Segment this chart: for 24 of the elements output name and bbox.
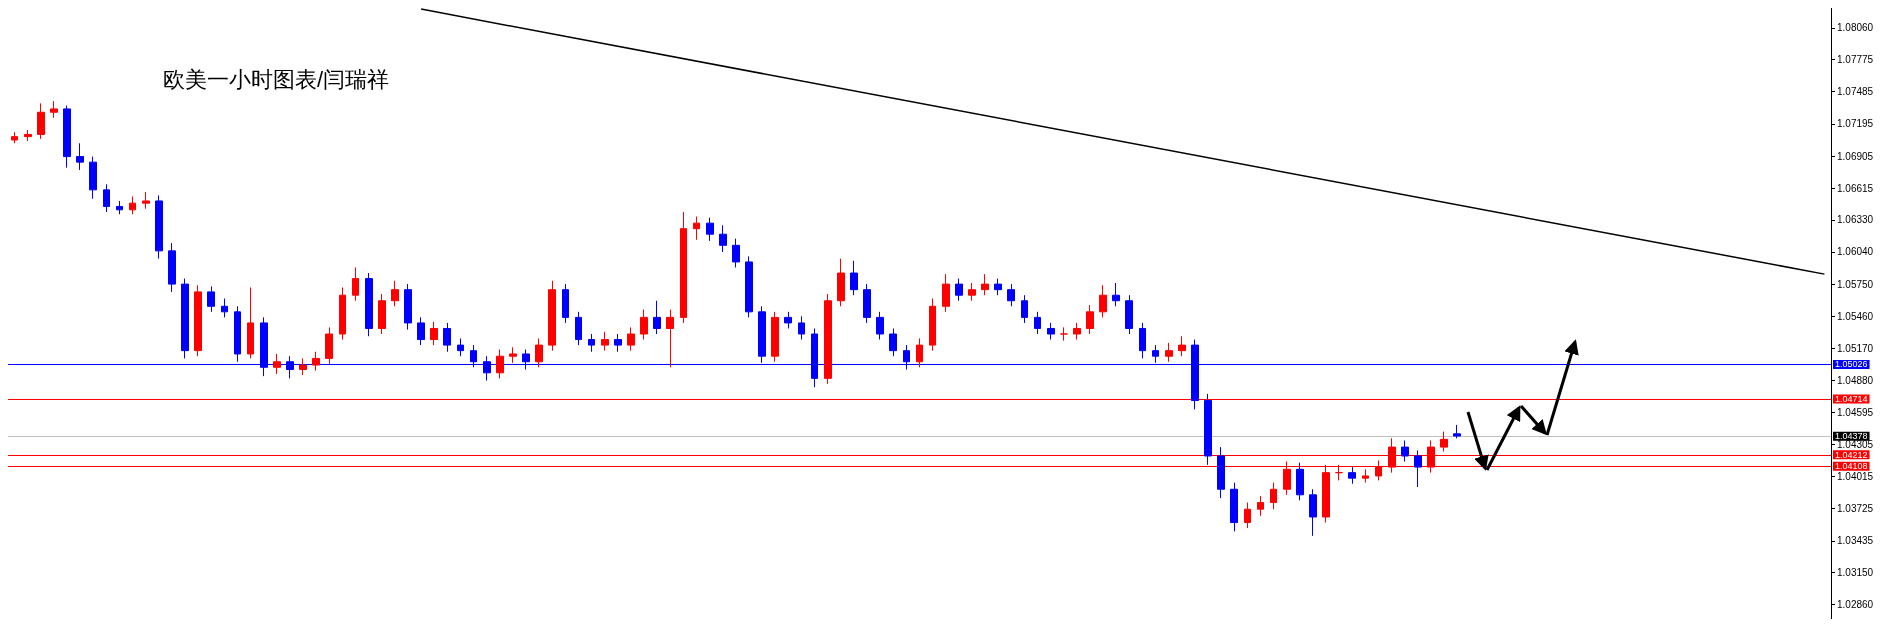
y-tick-label: 1.07775 [1837, 54, 1874, 66]
y-tick-label: 1.06040 [1837, 246, 1874, 258]
y-tick-label: 1.04595 [1837, 406, 1874, 418]
y-tick-label: 1.02860 [1837, 599, 1874, 611]
y-tick-label: 1.06615 [1837, 182, 1874, 194]
y-tick-label: 1.04015 [1837, 471, 1874, 483]
y-tick-label: 1.06330 [1837, 214, 1874, 226]
y-tick-label: 1.03435 [1837, 535, 1874, 547]
y-tick-label: 1.05750 [1837, 278, 1874, 290]
y-tick-label: 1.06905 [1837, 150, 1874, 162]
text: 欧美一小时图表/闫瑞祥 [163, 66, 390, 92]
ref-line-label: 1.04714 [1835, 394, 1868, 404]
y-tick-label: 1.04880 [1837, 375, 1874, 387]
y-tick-label: 1.07485 [1837, 86, 1874, 98]
ref-line-label: 1.05026 [1835, 359, 1868, 370]
y-tick-label: 1.08060 [1837, 22, 1874, 34]
ref-line-label: 1.04378 [1835, 431, 1868, 442]
y-tick-label: 1.03150 [1837, 566, 1874, 578]
y-tick-label: 1.05460 [1837, 310, 1874, 322]
ref-line-label: 1.04212 [1835, 449, 1868, 460]
ref-line-label: 1.04108 [1835, 461, 1868, 472]
y-tick-label: 1.07195 [1837, 118, 1874, 130]
y-tick-label: 1.03725 [1837, 503, 1874, 515]
y-tick-label: 1.05170 [1837, 342, 1874, 354]
